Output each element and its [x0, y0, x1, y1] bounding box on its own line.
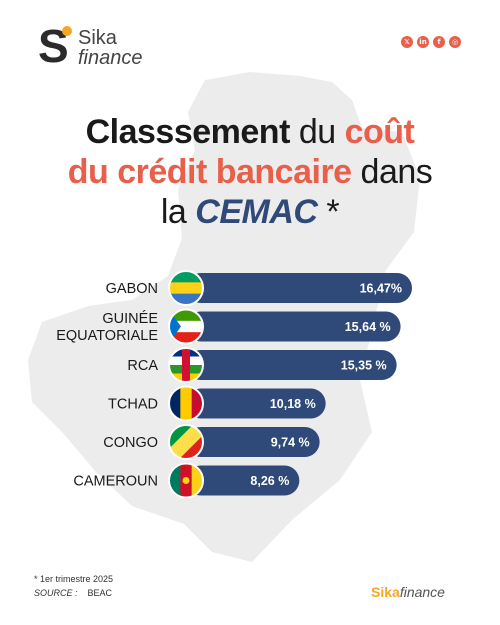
category-label: RCA: [127, 358, 158, 374]
category-label: GABON: [106, 281, 158, 297]
brand-part: Sika: [371, 584, 400, 600]
flag-ring: [168, 308, 204, 345]
linkedin-icon[interactable]: in: [417, 36, 429, 48]
title-part: *: [317, 193, 340, 231]
bar-3: [186, 388, 326, 419]
flag-ring: [168, 347, 204, 383]
source-label: SOURCE :: [34, 588, 78, 598]
bar-value-label: 16,47%: [360, 282, 402, 296]
bar-5: [186, 465, 300, 496]
title-part: dans: [351, 153, 433, 191]
title-part: Classsement: [85, 113, 291, 151]
title-part: CEMAC: [195, 193, 318, 231]
bar-chart: 16,47% GABON 15,64 % GUINÉE EQUATORIALE 15,35…: [56, 270, 412, 499]
title-part: coût: [344, 113, 415, 151]
category-label: GUINÉE EQUATORIALE: [56, 310, 158, 344]
category-label: CAMEROUN: [73, 474, 158, 490]
source-value: BEAC: [87, 588, 113, 598]
bar-1: [186, 311, 401, 342]
title-part: du crédit bancaire: [67, 153, 352, 191]
flag-ring: [168, 385, 204, 422]
footnote: * 1er trimestre 2025: [34, 574, 114, 584]
flag-ring: [168, 462, 204, 499]
bar-value-label: 10,18 %: [270, 397, 316, 411]
social-links: 𝕏 in f ◎: [401, 36, 461, 48]
chad-flag-icon: [169, 386, 203, 421]
car-flag-icon: [169, 348, 203, 382]
category-label: TCHAD: [108, 397, 158, 413]
bar-value-label: 9,74 %: [271, 436, 310, 450]
brand-part: finance: [399, 584, 445, 600]
facebook-icon[interactable]: f: [433, 36, 445, 48]
x-icon[interactable]: 𝕏: [401, 36, 413, 48]
bar-value-label: 15,35 %: [341, 359, 387, 373]
title-part: du: [289, 113, 345, 151]
bar-2: [186, 350, 397, 380]
logo-finance-text: finance: [78, 47, 143, 69]
bar-value-label: 15,64 %: [345, 320, 391, 334]
flag-ring: [168, 424, 204, 460]
gabon-flag-icon: [169, 271, 203, 305]
cameroon-flag-icon: [169, 463, 203, 498]
brand-wordmark: Sikafinance: [371, 584, 445, 600]
source-line: SOURCE : BEAC: [34, 587, 112, 599]
bar-0: [186, 273, 412, 303]
logo-sika-text: Sika: [78, 27, 117, 49]
instagram-icon[interactable]: ◎: [449, 36, 461, 48]
bar-value-label: 8,26 %: [250, 474, 289, 488]
bar-4: [186, 427, 320, 457]
flag-ring: [168, 270, 204, 306]
title-part: la: [160, 193, 196, 231]
logo-dot-icon: [62, 26, 72, 36]
page-title: Classsement du coût du crédit bancaire d…: [0, 112, 500, 232]
category-label: CONGO: [103, 435, 158, 451]
